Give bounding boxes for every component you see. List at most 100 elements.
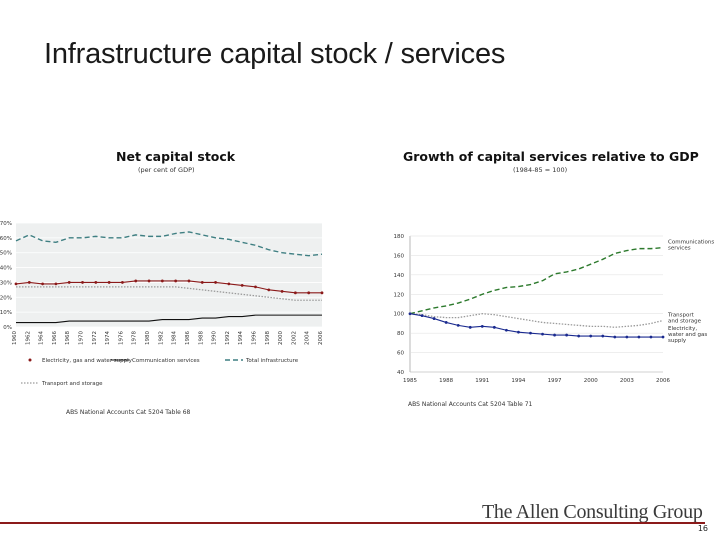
chart1-xtick: 1982: [158, 331, 164, 345]
chart1-ytick: 30%: [0, 280, 12, 286]
chart1-legend-label: Total infrastructure: [245, 358, 299, 364]
chart1-data-point: [121, 281, 124, 284]
chart1-ytick: 50%: [0, 251, 12, 257]
chart1-data-point: [254, 285, 257, 289]
slide-title: Infrastructure capital stock / services: [44, 38, 506, 70]
brand-rule: [0, 522, 705, 524]
chart1-data-point: [227, 282, 231, 286]
chart2-series-label: supply: [668, 338, 687, 344]
chart2-data-point: [432, 317, 436, 320]
chart2-xtick: 1988: [439, 378, 453, 384]
chart2-xtick: 2006: [656, 378, 670, 384]
chart1-legend-label: Transport and storage: [41, 381, 103, 387]
chart1-ytick: 0%: [3, 325, 12, 331]
chart1-data-point: [81, 281, 84, 284]
chart2-data-point: [613, 335, 617, 339]
chart2-title: Growth of capital services relative to G…: [403, 149, 699, 164]
chart1-xtick: 1966: [52, 331, 58, 345]
chart1-xtick: 2000: [278, 331, 284, 345]
chart1-xtick: 1960: [12, 331, 18, 345]
chart2-series-label: Transport: [667, 313, 695, 319]
chart2-series-label: Communications: [668, 240, 714, 246]
chart2-xtick: 1994: [511, 378, 525, 384]
chart2-data-point: [625, 335, 629, 339]
chart1-data-point: [27, 281, 31, 284]
chart1-series-line: [15, 280, 322, 294]
chart1-data-point: [107, 281, 111, 284]
chart1-xtick: 1986: [185, 331, 191, 345]
chart1-data-point: [240, 284, 244, 287]
chart1-ytick: 40%: [0, 266, 12, 272]
chart1-xtick: 1996: [251, 331, 257, 345]
chart2-data-point: [468, 325, 472, 329]
chart1-data-point: [160, 279, 164, 283]
chart1-ytick: 20%: [0, 295, 12, 301]
chart2-data-point: [589, 334, 593, 338]
chart2-data-point: [541, 332, 544, 336]
chart1-xtick: 1994: [238, 331, 244, 345]
chart1-data-point: [200, 281, 204, 284]
chart1-series-line: [16, 314, 322, 324]
chart1-data-point: [280, 289, 284, 293]
chart2-ytick: 40: [397, 370, 404, 376]
chart1-data-point: [320, 291, 324, 295]
chart2-series-label: and storage: [668, 319, 702, 325]
chart1-legend-label: Electricity, gas and water supply: [42, 358, 133, 364]
chart1-subtitle: (per cent of GDP): [138, 166, 195, 174]
chart2-subtitle: (1984-85 = 100): [513, 166, 568, 174]
chart2-series-label: Electricity,: [668, 326, 697, 332]
chart2-ytick: 80: [397, 331, 404, 337]
chart1-xtick: 2004: [305, 331, 311, 345]
chart2-series-line: [409, 246, 664, 315]
chart2-ytick: 120: [394, 292, 405, 298]
chart1-xtick: 1970: [79, 331, 85, 345]
chart1-xtick: 1968: [65, 331, 71, 345]
chart2-data-point: [444, 321, 448, 324]
chart2-data-point: [577, 334, 581, 338]
chart1-data-point: [174, 279, 178, 283]
chart1-xtick: 1976: [118, 331, 124, 345]
chart2-series-line: [409, 313, 664, 328]
chart2-ytick: 60: [397, 351, 404, 357]
chart2-series-label: services: [668, 246, 691, 252]
chart2-xtick: 2003: [620, 378, 634, 384]
chart1-plot-area: [16, 223, 322, 327]
chart2-series-line: [409, 313, 663, 338]
chart1-legend-label: Communication services: [132, 358, 200, 364]
chart1-data-point: [67, 281, 71, 284]
chart2-data-point: [637, 335, 641, 339]
chart2-data-point: [601, 334, 605, 338]
chart1-xtick: 1974: [105, 331, 111, 345]
chart2-ytick: 100: [394, 312, 405, 318]
chart2-xtick: 2000: [584, 378, 598, 384]
chart2-capital-services-growth: 40 60 80 100 120 140 160 180 1985 1988 1991 1994 199…: [394, 234, 715, 384]
chart1-xtick: 1990: [212, 331, 218, 345]
chart2-ytick: 140: [394, 273, 405, 279]
chart1-xtick: 1978: [132, 331, 138, 345]
chart1-data-point: [41, 282, 45, 286]
chart1-data-point: [293, 291, 297, 295]
chart1-data-point: [147, 279, 151, 283]
chart2-data-point: [649, 335, 653, 339]
chart2-data-point: [529, 331, 532, 335]
chart1-xtick: 2002: [291, 331, 297, 345]
chart1-xtick: 1988: [198, 331, 204, 345]
chart1-xtick: 2006: [318, 331, 324, 345]
chart1-data-point: [14, 282, 18, 286]
chart1-xtick: 1992: [225, 331, 231, 345]
chart1-ytick: 10%: [0, 310, 12, 316]
chart2-data-point: [456, 323, 460, 327]
chart1-ytick: 70%: [0, 221, 12, 227]
chart1-legend-swatch: [28, 358, 32, 362]
chart1-ytick: 60%: [0, 236, 12, 242]
chart1-xtick: 1998: [265, 331, 271, 345]
chart2-ytick: 180: [394, 234, 405, 240]
chart1-title: Net capital stock: [116, 149, 236, 164]
chart1-data-point: [267, 288, 271, 292]
chart1-data-point: [94, 281, 98, 284]
chart2-series-label: water and gas: [668, 332, 707, 338]
chart2-source: ABS National Accounts Cat 5204 Table 71: [408, 401, 533, 408]
brand-logo-text: The Allen Consulting Group: [482, 501, 703, 523]
chart2-data-point: [517, 330, 520, 334]
chart2-data-point: [504, 328, 508, 332]
